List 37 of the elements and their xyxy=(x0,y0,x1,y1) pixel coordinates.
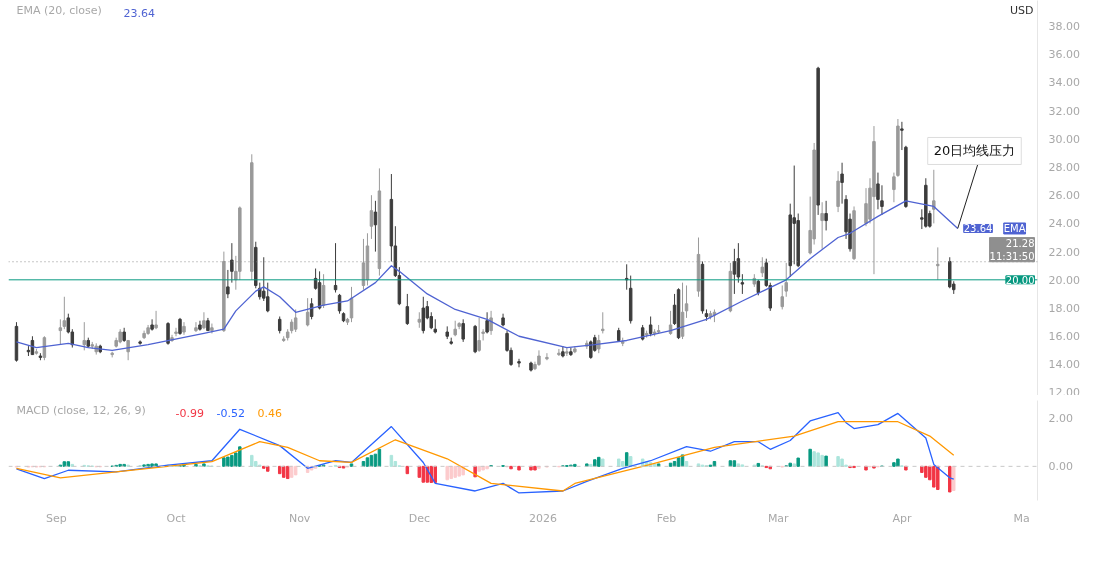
y-axis-title: USD xyxy=(1010,3,1034,17)
annotation: -0.52 xyxy=(216,406,245,420)
y-tick-label: 20.00 xyxy=(1048,273,1080,287)
x-tick-label: Dec xyxy=(408,511,430,525)
y-tick-label: 26.00 xyxy=(1048,189,1080,203)
legend-title: EMA (20, close) xyxy=(16,3,102,17)
y-tick-label: 12.00 xyxy=(1048,385,1080,399)
ref-line-label: 21.28 11:31:50 xyxy=(989,237,1035,262)
x-tick-label: Ma xyxy=(1013,511,1030,525)
x-tick-label: Feb xyxy=(656,511,677,525)
y-tick-label: 24.00 xyxy=(1048,217,1080,231)
legend-label: EMA xyxy=(1003,222,1026,234)
y-tick-label: 0.00 xyxy=(1048,460,1073,474)
y-tick-label: 16.00 xyxy=(1048,330,1080,344)
y-tick-label: 38.00 xyxy=(1048,19,1080,33)
data-label: 23.64 xyxy=(963,223,993,235)
x-tick-label: Apr xyxy=(892,511,912,525)
annotation: 20日均线压力 xyxy=(933,143,1016,159)
y-tick-label: 14.00 xyxy=(1048,358,1080,372)
x-tick-label: Nov xyxy=(288,511,311,525)
annotation: 23.64 xyxy=(123,6,155,20)
y-tick-label: 2.00 xyxy=(1048,411,1073,425)
y-tick-label: 32.00 xyxy=(1048,104,1080,118)
y-tick-label: 28.00 xyxy=(1048,160,1080,174)
y-tick-label: 34.00 xyxy=(1048,76,1080,90)
y-tick-label: 22.00 xyxy=(1048,245,1080,259)
y-tick-label: 30.00 xyxy=(1048,132,1080,146)
x-tick-label: Oct xyxy=(166,511,187,525)
chart-title: MACD (close, 12, 26, 9) xyxy=(16,403,146,417)
annotation: 0.46 xyxy=(257,406,282,420)
x-tick-label: 2026 xyxy=(528,511,557,525)
x-tick-label: Mar xyxy=(767,511,790,525)
ref-line-label: 20.00 xyxy=(1005,274,1035,286)
annotation: -0.99 xyxy=(175,406,204,420)
x-tick-label: Sep xyxy=(45,511,67,525)
y-tick-label: 18.00 xyxy=(1048,302,1080,316)
y-tick-label: 36.00 xyxy=(1048,48,1080,62)
